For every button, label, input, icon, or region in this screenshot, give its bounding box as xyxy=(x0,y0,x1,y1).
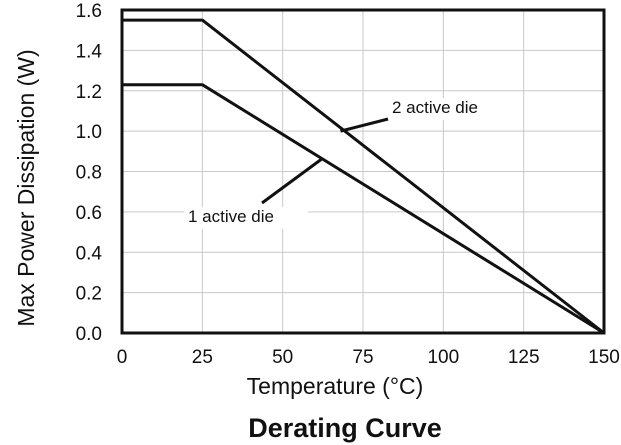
annotation-leader-line xyxy=(261,158,323,205)
x-tick-label: 125 xyxy=(508,347,540,368)
y-tick-label: 1.6 xyxy=(76,1,102,22)
annotation-backdrop xyxy=(184,207,308,229)
annotation-label: 2 active die xyxy=(392,98,478,117)
series-line-one-active-die xyxy=(122,83,605,335)
chart-title: Derating Curve xyxy=(248,413,442,443)
annotations: 2 active die 1 active die xyxy=(184,98,512,229)
annotation-leader-line xyxy=(340,117,389,133)
annotation-label: 1 active die xyxy=(188,207,274,226)
y-tick-label: 0.0 xyxy=(76,324,102,345)
y-tick-label: 0.2 xyxy=(76,284,102,305)
x-tick-label: 50 xyxy=(272,347,293,368)
plot-area-frame xyxy=(120,8,606,335)
y-tick-label: 0.6 xyxy=(76,203,102,224)
y-axis-label: Max Power Dissipation (W) xyxy=(13,49,39,326)
series-lines xyxy=(122,18,605,335)
y-tick-label: 0.4 xyxy=(76,243,103,264)
series-line-two-active-die xyxy=(122,18,605,335)
annotation-backdrop xyxy=(388,98,512,120)
y-tick-label: 1.2 xyxy=(76,82,102,103)
x-tick-label: 0 xyxy=(117,347,128,368)
y-tick-label: 1.0 xyxy=(76,122,102,143)
x-tick-label: 75 xyxy=(352,347,373,368)
tick-labels: 0 25 50 75 100 125 150 0.0 0.2 0.4 0.6 0.8 1.0 1.2 1.4… xyxy=(76,1,620,368)
x-tick-label: 100 xyxy=(427,347,459,368)
x-tick-label: 150 xyxy=(588,347,620,368)
x-axis-label: Temperature (°C) xyxy=(247,373,424,399)
x-tick-label: 25 xyxy=(192,347,213,368)
y-tick-label: 1.4 xyxy=(76,41,103,62)
grid xyxy=(121,9,605,334)
y-tick-label: 0.8 xyxy=(76,163,102,184)
